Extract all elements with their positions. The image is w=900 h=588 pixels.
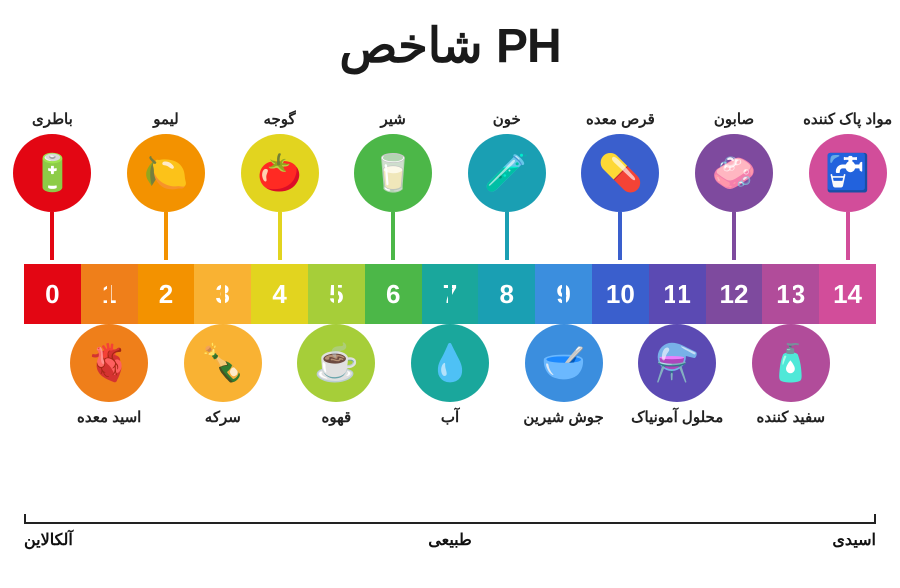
bottom-item-vinegar: 🍾 سرکه: [173, 324, 273, 426]
item-label: خون: [457, 110, 557, 128]
axis-labels: آلکالاین طبیعی اسیدی: [24, 530, 876, 550]
soap-icon: 🧼: [695, 134, 773, 212]
bottom-item-ammonia: ⚗️ محلول آمونیاک: [627, 324, 727, 426]
water-icon: 💧: [411, 324, 489, 402]
battery-icon: 🔋: [13, 134, 91, 212]
axis-left: آلکالاین: [24, 530, 73, 550]
axis-center: طبیعی: [428, 530, 471, 550]
item-glyph: 🫀: [87, 345, 132, 381]
tomato-icon: 🍅: [241, 134, 319, 212]
item-glyph: 🚰: [825, 155, 870, 191]
top-item-milk: شیر 🥛: [343, 110, 443, 212]
bottom-item-baking-soda: 🥣 جوش شیرین: [514, 324, 614, 426]
item-label: لیمو: [116, 110, 216, 128]
top-item-lemon: لیمو 🍋: [116, 110, 216, 212]
item-label: شیر: [343, 110, 443, 128]
top-item-antacid: قرص معده 💊: [570, 110, 670, 212]
connector: [505, 212, 509, 260]
connector: [618, 212, 622, 260]
connector: [391, 212, 395, 260]
baking-soda-icon: 🥣: [525, 324, 603, 402]
scale-cell-6: 6: [365, 264, 422, 324]
item-label: باطری: [2, 110, 102, 128]
top-item-drain-cleaner: مواد پاک کننده 🚰: [798, 110, 898, 212]
bottom-items-row: 🫀 اسید معده 🍾 سرکه ☕ قهوه 💧 آب 🥣 جوش شیرین ⚗️ محلول…: [24, 324, 876, 478]
scale-cell-2: 2: [138, 264, 195, 324]
item-glyph: 🧪: [484, 155, 529, 191]
connector: [562, 276, 566, 324]
item-glyph: 🥣: [541, 345, 586, 381]
scale-cell-4: 4: [251, 264, 308, 324]
top-items-row: باطری🔋لیمو🍋گوجه🍅شیر🥛خون🧪قرص معده💊صابون🧼م…: [24, 110, 876, 264]
scale-cell-10: 10: [592, 264, 649, 324]
item-glyph: 🍾: [200, 345, 245, 381]
item-label: صابون: [684, 110, 784, 128]
scale-cell-12: 12: [706, 264, 763, 324]
drain-cleaner-icon: 🚰: [809, 134, 887, 212]
bottom-item-bleach: 🧴 سفید کننده: [741, 324, 841, 426]
item-glyph: 💊: [598, 155, 643, 191]
connector: [334, 276, 338, 324]
antacid-icon: 💊: [581, 134, 659, 212]
item-glyph: ☕: [314, 345, 359, 381]
item-label: سرکه: [173, 408, 273, 426]
item-glyph: 🍅: [257, 155, 302, 191]
connector: [732, 212, 736, 260]
blood-icon: 🧪: [468, 134, 546, 212]
connector: [221, 276, 225, 324]
connector: [846, 212, 850, 260]
item-label: مواد پاک کننده: [798, 110, 898, 128]
item-label: اسید معده: [59, 408, 159, 426]
item-glyph: 🧼: [712, 155, 757, 191]
item-glyph: 💧: [428, 345, 473, 381]
bottom-item-stomach-acid: 🫀 اسید معده: [59, 324, 159, 426]
connector: [789, 276, 793, 324]
top-item-soap: صابون 🧼: [684, 110, 784, 212]
connector: [164, 212, 168, 260]
item-label: قرص معده: [570, 110, 670, 128]
bleach-icon: 🧴: [752, 324, 830, 402]
item-glyph: 🥛: [371, 155, 416, 191]
stomach-acid-icon: 🫀: [70, 324, 148, 402]
connector: [675, 276, 679, 324]
axis-line: [24, 522, 876, 524]
scale-cell-14: 14: [819, 264, 876, 324]
milk-icon: 🥛: [354, 134, 432, 212]
item-label: سفید کننده: [741, 408, 841, 426]
ammonia-icon: ⚗️: [638, 324, 716, 402]
scale-cell-0: 0: [24, 264, 81, 324]
item-glyph: 🧴: [768, 345, 813, 381]
page-title: شاخص PH: [0, 18, 900, 74]
bottom-item-coffee: ☕ قهوه: [286, 324, 386, 426]
item-label: گوجه: [230, 110, 330, 128]
bottom-item-water: 💧 آب: [400, 324, 500, 426]
top-item-tomato: گوجه 🍅: [230, 110, 330, 212]
item-label: آب: [400, 408, 500, 426]
item-label: قهوه: [286, 408, 386, 426]
scale-cell-8: 8: [478, 264, 535, 324]
ph-infographic: شاخص PH باطری 🔋 لیمو 🍋 گوجه 🍅 شیر 🥛 خون 🧪 قرص معده…: [0, 18, 900, 588]
top-item-battery: باطری 🔋: [2, 110, 102, 212]
connector: [278, 212, 282, 260]
item-label: محلول آمونیاک: [627, 408, 727, 426]
top-item-blood: خون 🧪: [457, 110, 557, 212]
item-glyph: 🍋: [144, 155, 189, 191]
coffee-icon: ☕: [297, 324, 375, 402]
axis-right: اسیدی: [832, 530, 876, 550]
connector: [50, 212, 54, 260]
vinegar-icon: 🍾: [184, 324, 262, 402]
item-glyph: 🔋: [30, 155, 75, 191]
connector: [448, 276, 452, 324]
item-glyph: ⚗️: [655, 345, 700, 381]
connector: [107, 276, 111, 324]
item-label: جوش شیرین: [514, 408, 614, 426]
lemon-icon: 🍋: [127, 134, 205, 212]
